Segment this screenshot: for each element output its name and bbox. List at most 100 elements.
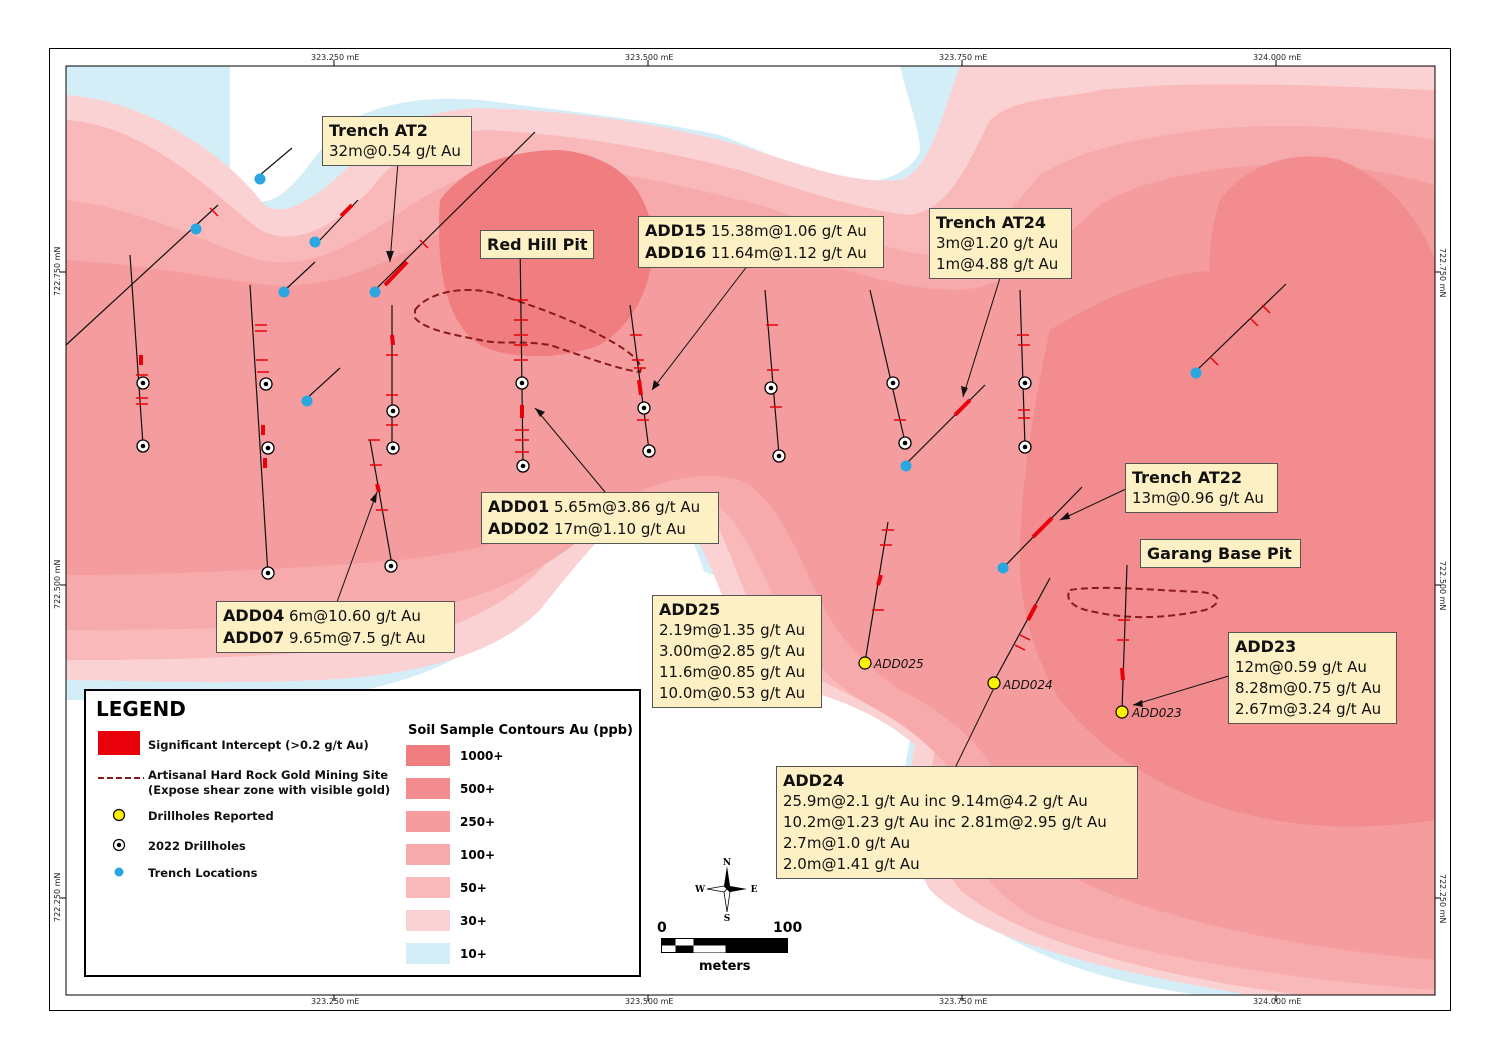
grid-label-left: 722.500 mN [53,559,62,609]
reported-drillhole-swatch [112,808,126,822]
grid-label-top: 323.250 mE [311,53,360,62]
scale-max: 100 [773,920,803,936]
drillhole-marker [886,376,900,390]
intercept-value: 5.65m@3.86 g/t Au [554,498,701,516]
hole-id: ADD15 [645,221,707,240]
contour-swatch [406,745,450,766]
callout-line: 12m@0.59 g/t Au [1235,658,1367,676]
grid-label-right: 722.500 mN [1438,561,1447,611]
contour-swatch [406,844,450,865]
redhill-pit-outline [414,289,642,374]
drillhole-label-add023: ADD023 [1132,706,1182,720]
grid-label-right: 722.750 mN [1438,248,1447,298]
drillhole-marker [515,376,529,390]
callout-title: ADD24 [783,771,845,790]
callout-title: Red Hill Pit [487,235,588,254]
map-inner-border [65,65,1436,996]
callout-add24: ADD24 25.9m@2.1 g/t Au inc 9.14m@4.2 g/t… [776,766,1138,879]
drillhole-marker [1018,376,1032,390]
contour-swatch [406,877,450,898]
hole-id: ADD16 [645,243,707,262]
callout-line: 2.67m@3.24 g/t Au [1235,700,1382,718]
callout-add01-add02: ADD01 5.65m@3.86 g/t Au ADD02 17m@1.10 g… [481,492,719,544]
drillhole-marker [259,377,273,391]
legend-item-intercept: Significant Intercept (>0.2 g/t Au) [148,738,369,752]
legend-item-artisanal-sub: (Expose shear zone with visible gold) [148,783,391,797]
drillhole-marker [637,401,651,415]
significant-intercepts [139,203,1125,681]
contour-label: 250+ [460,815,496,829]
contour-label: 100+ [460,848,496,862]
white-topcenter [230,66,920,202]
drillhole-marker [136,376,150,390]
trench-locations [190,173,1202,574]
drillhole-marker [261,566,275,580]
callout-line: 1m@4.88 g/t Au [936,255,1059,273]
pit-outline-swatch [98,777,144,779]
callout-line: 2.0m@1.41 g/t Au [783,855,920,873]
contour-label: 1000+ [460,749,504,763]
intercept-value: 15.38m@1.06 g/t Au [711,222,867,240]
intercept-value: 6m@10.60 g/t Au [289,607,421,625]
callout-add15-add16: ADD15 15.38m@1.06 g/t Au ADD16 11.64m@1.… [638,216,884,268]
callout-line: 8.28m@0.75 g/t Au [1235,679,1382,697]
contour-label: 10+ [460,947,487,961]
intercept-value: 17m@1.10 g/t Au [554,520,686,538]
intercept-small-ticks [136,207,1271,651]
scale-bar-graphic [661,938,788,953]
grid-label-right: 722.250 mN [1438,874,1447,924]
callout-line: 32m@0.54 g/t Au [329,142,461,160]
contour-label: 50+ [460,881,487,895]
drillhole-marker [898,436,912,450]
south-letter: S [724,914,731,922]
drillhole-label-add025: ADD025 [874,657,924,671]
intercept-value: 11.64m@1.12 g/t Au [711,244,867,262]
contour-label: 30+ [460,914,487,928]
contour-swatch [406,943,450,964]
drillhole-marker [516,459,530,473]
map-frame [49,48,1451,1011]
legend-title: LEGEND [96,697,186,721]
drillhole-marker [642,444,656,458]
grid-label-top: 323.750 mE [939,53,988,62]
callout-line: 2.7m@1.0 g/t Au [783,834,911,852]
grid-label-bottom: 324.000 mE [1253,997,1302,1006]
contour-250-left [198,344,441,526]
callout-title: Trench AT24 [936,213,1047,232]
drillhole-marker [1018,440,1032,454]
callout-line: 3.00m@2.85 g/t Au [659,642,806,660]
legend-item-2022: 2022 Drillholes [148,839,246,853]
contour-swatch [406,910,450,931]
callout-add23: ADD23 12m@0.59 g/t Au 8.28m@0.75 g/t Au … [1228,632,1397,724]
grid-label-bottom: 323.500 mE [625,997,674,1006]
callout-line: 3m@1.20 g/t Au [936,234,1059,252]
contour-label: 500+ [460,782,496,796]
drillhole-add024-marker [987,676,1001,690]
callout-title: Trench AT2 [329,121,428,140]
grid-label-bottom: 323.250 mE [311,997,360,1006]
hole-id: ADD07 [223,628,285,647]
hole-id: ADD01 [488,497,550,516]
hole-id: ADD02 [488,519,550,538]
intercept-value: 9.65m@7.5 g/t Au [289,629,426,647]
drillhole-marker [386,441,400,455]
grid-label-left: 722.750 mN [53,246,62,296]
grid-label-bottom: 323.750 mE [939,997,988,1006]
callout-title: Garang Base Pit [1147,544,1292,563]
callout-red-hill-pit: Red Hill Pit [480,230,594,259]
contour-swatch [406,778,450,799]
callout-line: 25.9m@2.1 g/t Au inc 9.14m@4.2 g/t Au [783,792,1088,810]
trench-swatch [114,867,124,877]
drillhole-marker [772,449,786,463]
callout-title: ADD25 [659,600,721,619]
grid-label-top: 324.000 mE [1253,53,1302,62]
callout-add25: ADD25 2.19m@1.35 g/t Au 3.00m@2.85 g/t A… [652,595,822,708]
north-letter: N [723,858,731,868]
scale-zero: 0 [657,920,667,936]
legend: LEGEND Significant Intercept (>0.2 g/t A… [84,689,641,977]
drillholes-2022 [136,376,1032,580]
intercept-swatch [98,731,140,755]
scale-unit: meters [699,959,751,974]
drillhole-marker [386,404,400,418]
grid-label-top: 323.500 mE [625,53,674,62]
